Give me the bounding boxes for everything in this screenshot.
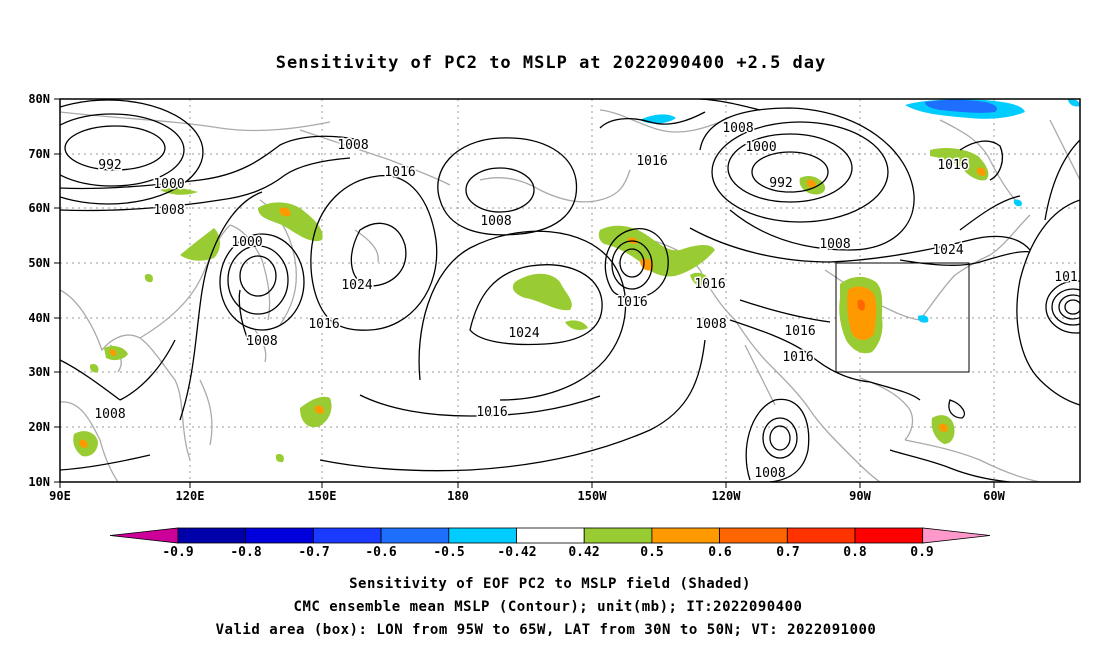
captions: Sensitivity of EOF PC2 to MSLP field (Sh… [216, 576, 877, 638]
colorbar-label: 0.6 [708, 545, 732, 560]
contour-label: 1016 [384, 165, 415, 180]
contour-label: 1008 [337, 138, 368, 153]
colorbar-label: -0.8 [230, 545, 261, 560]
contour-label: 1016 [694, 277, 725, 292]
contour-label: 101 [1054, 270, 1077, 285]
contour-label: 992 [98, 158, 121, 173]
contour-label: 1008 [153, 203, 184, 218]
caption-contour: CMC ensemble mean MSLP (Contour); unit(m… [294, 599, 803, 615]
colorbar-labels: -0.9 -0.8 -0.7 -0.6 -0.5 -0.42 0.42 0.5 … [162, 545, 933, 560]
colorbar-cell [448, 527, 517, 544]
colorbar-cell [651, 527, 721, 544]
caption-valid-area: Valid area (box): LON from 95W to 65W, L… [216, 622, 877, 638]
lon-tick-label: 90E [49, 489, 71, 503]
colorbar-label: 0.7 [776, 545, 799, 560]
contour-label: 1008 [695, 317, 726, 332]
lon-tick-label: 120E [176, 489, 205, 503]
contour-label: 992 [769, 176, 792, 191]
contour-label: 1016 [616, 295, 647, 310]
contour-label: 1016 [784, 324, 815, 339]
lat-labels: 80N 70N 60N 50N 40N 30N 20N 10N [28, 92, 50, 489]
colorbar-cell [177, 527, 247, 544]
contour-label: 1008 [819, 237, 850, 252]
contour-label: 1008 [754, 466, 785, 481]
lat-tick-label: 40N [28, 311, 50, 325]
colorbar-label: 0.42 [568, 545, 599, 560]
contour-label: 1016 [782, 350, 813, 365]
colorbar-cell [312, 527, 382, 544]
colorbar-cell [583, 527, 653, 544]
lat-tick-label: 50N [28, 256, 50, 270]
plot-area: 992 1000 1008 1008 1016 1000 1024 1008 1… [28, 92, 1081, 503]
lon-tick-label: 150W [578, 489, 608, 503]
contour-label: 1000 [745, 140, 776, 155]
colorbar-label: 0.9 [910, 545, 933, 560]
contour-label: 1016 [636, 154, 667, 169]
lat-tick-label: 20N [28, 420, 50, 434]
lon-tick-label: 180 [447, 489, 469, 503]
colorbar-cell [719, 527, 788, 544]
lon-tick-label: 90W [849, 489, 871, 503]
contour-label: 1000 [153, 177, 184, 192]
lon-tick-label: 60W [983, 489, 1005, 503]
colorbar-label: -0.6 [365, 545, 396, 560]
contour-labels: 992 1000 1008 1008 1016 1000 1024 1008 1… [93, 120, 1079, 483]
contour-label: 1016 [308, 317, 339, 332]
map-title: Sensitivity of PC2 to MSLP at 2022090400… [276, 53, 827, 73]
sensitivity-shading [73, 99, 1080, 463]
colorbar-cell [245, 527, 314, 544]
colorbar-cell [380, 527, 450, 544]
lon-labels: 90E 120E 150E 180 150W 120W 90W 60W [49, 489, 1005, 503]
contour-label: 1016 [937, 158, 968, 173]
colorbar-label: 0.5 [640, 545, 663, 560]
caption-shading: Sensitivity of EOF PC2 to MSLP field (Sh… [349, 576, 751, 592]
plot-background [60, 99, 1080, 482]
colorbar-cells [109, 527, 991, 544]
lat-tick-label: 30N [28, 365, 50, 379]
colorbar-cell [786, 527, 856, 544]
contour-label: 1024 [932, 243, 963, 258]
lat-tick-label: 10N [28, 475, 50, 489]
colorbar-label: -0.42 [497, 545, 536, 560]
mslp-contours [60, 99, 1080, 482]
tick-marks [54, 98, 995, 488]
lon-tick-label: 120W [712, 489, 742, 503]
colorbar-label: -0.5 [433, 545, 464, 560]
contour-label: 1016 [476, 405, 507, 420]
colorbar-label: -0.9 [162, 545, 193, 560]
contour-label: 1000 [231, 235, 262, 250]
contour-label: 1024 [341, 278, 372, 293]
contour-label: 1008 [246, 334, 277, 349]
colorbar-arrow-high [922, 527, 991, 544]
contour-label: 1024 [508, 326, 539, 341]
colorbar-arrow-low [109, 527, 179, 544]
contour-label: 1008 [722, 121, 753, 136]
lat-tick-label: 80N [28, 92, 50, 106]
colorbar-label: -0.7 [298, 545, 329, 560]
lon-tick-label: 150E [308, 489, 337, 503]
valid-area-box [835, 262, 970, 373]
colorbar-cell [854, 527, 924, 544]
plot-frame [59, 98, 1081, 483]
colorbar-label: 0.8 [843, 545, 867, 560]
colorbar: -0.9 -0.8 -0.7 -0.6 -0.5 -0.42 0.42 0.5 … [109, 527, 991, 560]
lat-tick-label: 70N [28, 147, 50, 161]
contour-label: 1008 [480, 214, 511, 229]
contour-label: 1008 [94, 407, 125, 422]
lat-tick-label: 60N [28, 201, 50, 215]
colorbar-cell [516, 527, 585, 544]
